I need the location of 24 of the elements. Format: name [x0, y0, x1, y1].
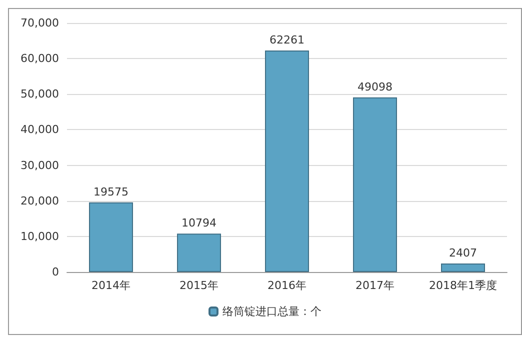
- y-tick-label: 40,000: [20, 123, 59, 136]
- bar: [353, 97, 397, 272]
- bar: [89, 202, 133, 272]
- data-label: 10794: [182, 216, 216, 230]
- bar: [177, 234, 221, 272]
- data-label: 19575: [94, 185, 128, 198]
- y-tick-label: 50,000: [20, 88, 59, 101]
- x-tick-label: 2017年: [356, 279, 394, 292]
- data-label: 2407: [449, 246, 477, 260]
- y-tick-label: 70,000: [20, 16, 59, 30]
- x-tick-label: 2014年: [92, 279, 130, 292]
- data-label: 62261: [270, 34, 304, 47]
- data-label: 49098: [358, 80, 392, 94]
- bar: [441, 263, 485, 272]
- x-tick-label: 2018年1季度: [429, 279, 497, 292]
- y-tick-label: 60,000: [20, 52, 59, 66]
- bar: [265, 50, 309, 272]
- y-tick-label: 10,000: [20, 230, 59, 243]
- y-tick-label: 20,000: [20, 194, 59, 208]
- y-tick-label: 0: [52, 266, 59, 278]
- y-tick-label: 30,000: [20, 158, 59, 172]
- x-tick-label: 2015年: [180, 279, 218, 292]
- x-tick-label: 2016年: [268, 279, 306, 292]
- legend-label: 络筒锭进口总量：个: [222, 305, 322, 318]
